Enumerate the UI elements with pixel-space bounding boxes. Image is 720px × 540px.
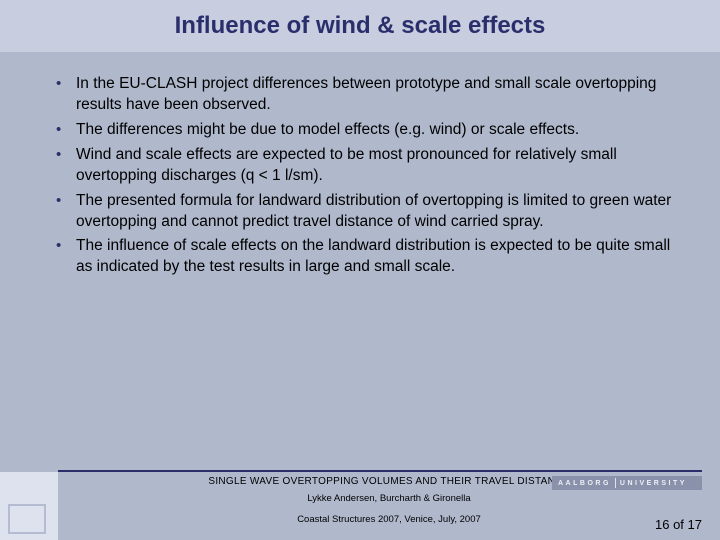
list-item: The presented formula for landward distr…	[48, 191, 672, 233]
list-item: Wind and scale effects are expected to b…	[48, 145, 672, 187]
university-name-a: AALBORG	[558, 480, 611, 487]
page-number: 16 of 17	[655, 517, 702, 532]
content-area: In the EU-CLASH project differences betw…	[0, 52, 720, 278]
title-band: Influence of wind & scale effects	[0, 0, 720, 52]
list-item: In the EU-CLASH project differences betw…	[48, 74, 672, 116]
page-sep: of	[669, 517, 687, 532]
footer-conference: Coastal Structures 2007, Venice, July, 2…	[58, 514, 720, 525]
university-name-b: UNIVERSITY	[620, 480, 687, 487]
footer: SINGLE WAVE OVERTOPPING VOLUMES AND THEI…	[0, 470, 720, 540]
footer-left-panel	[0, 472, 58, 540]
bullet-list: In the EU-CLASH project differences betw…	[48, 74, 672, 278]
footer-divider	[58, 470, 702, 472]
list-item: The differences might be due to model ef…	[48, 120, 672, 141]
footer-authors: Lykke Andersen, Burcharth & Gironella	[58, 493, 720, 504]
slide-title: Influence of wind & scale effects	[0, 12, 720, 40]
university-logo: AALBORG UNIVERSITY	[552, 476, 702, 490]
institution-logo-icon	[8, 504, 46, 534]
list-item: The influence of scale effects on the la…	[48, 236, 672, 278]
page-current: 16	[655, 517, 669, 532]
logo-separator-icon	[615, 478, 616, 488]
page-total: 17	[688, 517, 702, 532]
